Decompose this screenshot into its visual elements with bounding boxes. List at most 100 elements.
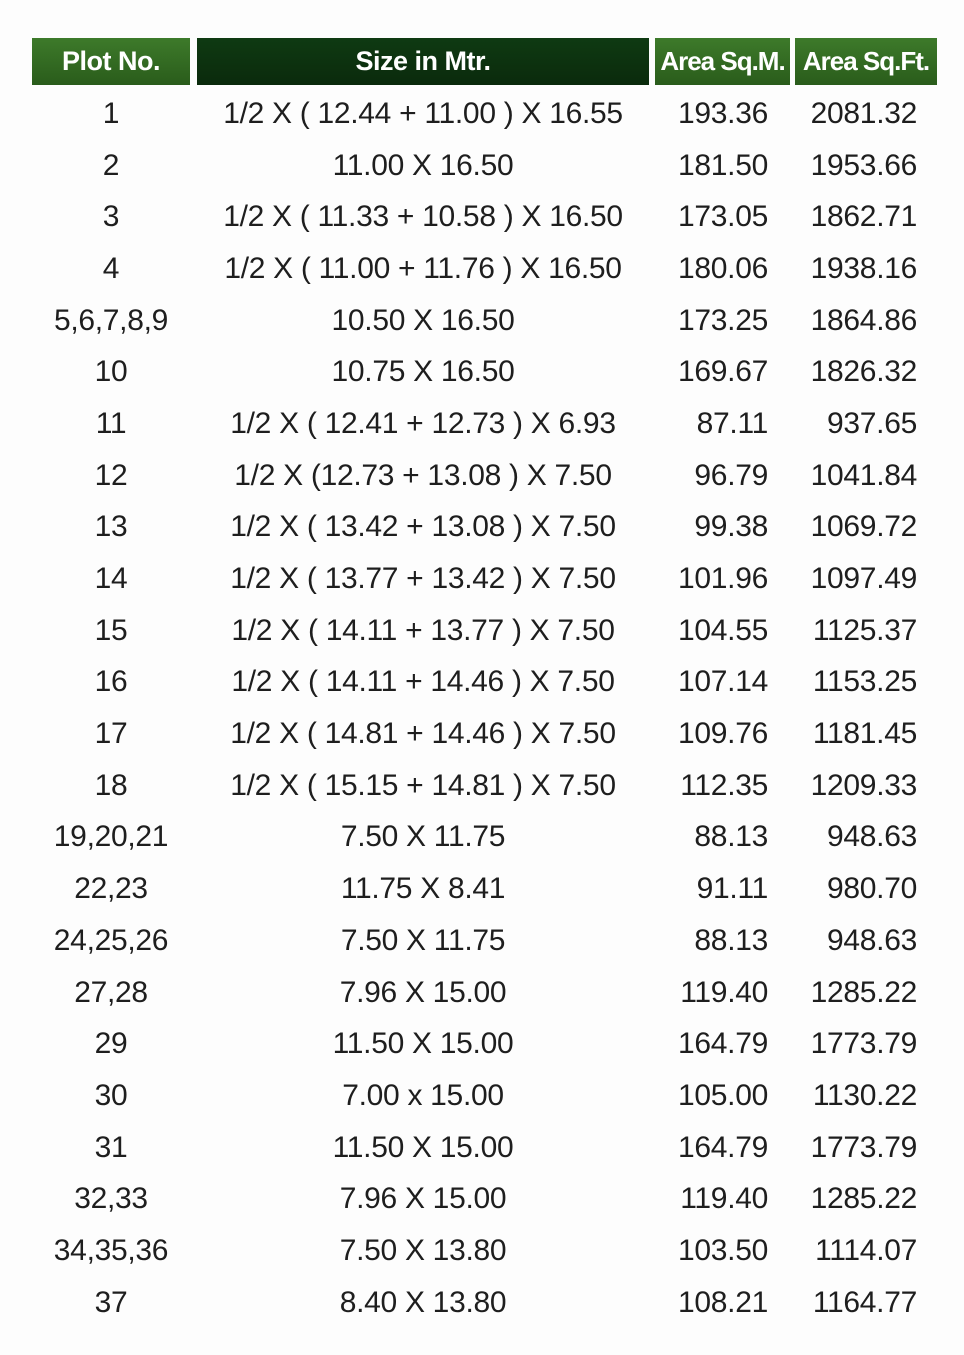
size-cell: 1/2 X ( 11.33 + 10.58 ) X 16.50 [223, 200, 623, 234]
plot-number-cell: 11 [95, 406, 127, 440]
table-row: 16 1/2 X ( 14.11 + 14.46 ) X 7.50 107.14 11… [0, 657, 964, 709]
area-sqft-cell: 1153.25 [812, 665, 917, 699]
table-row: 18 1/2 X ( 15.15 + 14.81 ) X 7.50 112.35 12… [0, 760, 964, 812]
area-sqm-cell: 99.38 [694, 510, 768, 544]
header-area-sqm: Area Sq.M. [655, 38, 790, 85]
area-sqft-cell: 2081.32 [810, 96, 918, 130]
area-sqm-cell: 119.40 [680, 975, 768, 1009]
size-cell: 1/2 X ( 14.11 + 14.46 ) X 7.50 [231, 665, 615, 699]
table-row: 4 1/2 X ( 11.00 + 11.76 ) X 16.50 180.06 19… [0, 243, 964, 295]
size-cell: 11.50 X 15.00 [332, 1130, 514, 1164]
table-row: 2 11.00 X 16.50 181.50 1953.66 [0, 140, 964, 192]
table-row: 27,28 7.96 X 15.00 119.40 1285.22 [0, 967, 964, 1019]
size-cell: 10.50 X 16.50 [331, 303, 515, 337]
area-sqm-cell: 164.79 [678, 1130, 768, 1164]
area-sqm-cell: 193.36 [678, 96, 768, 130]
plot-number-cell: 37 [94, 1285, 128, 1319]
area-sqft-cell: 1864.86 [810, 303, 918, 337]
size-cell: 1/2 X ( 12.41 + 12.73 ) X 6.93 [230, 406, 616, 440]
table-row: 15 1/2 X ( 14.11 + 13.77 ) X 7.50 104.55 11… [0, 605, 964, 657]
size-cell: 10.75 X 16.50 [331, 355, 515, 389]
plot-number-cell: 17 [94, 717, 128, 751]
plot-number-cell: 34,35,36 [53, 1233, 169, 1267]
table-row: 34,35,36 7.50 X 13.80 103.50 1114.07 [0, 1225, 964, 1277]
size-cell: 1/2 X ( 13.77 + 13.42 ) X 7.50 [230, 562, 616, 596]
plot-number-cell: 29 [94, 1027, 128, 1061]
plot-number-cell: 16 [94, 665, 128, 699]
area-sqft-cell: 1938.16 [810, 251, 918, 285]
table-row: 31 11.50 X 15.00 164.79 1773.79 [0, 1122, 964, 1174]
area-sqft-cell: 1069.72 [810, 510, 918, 544]
plot-number-cell: 14 [94, 562, 128, 596]
area-sqm-cell: 181.50 [678, 148, 768, 182]
size-cell: 1/2 X ( 14.81 + 14.46 ) X 7.50 [230, 717, 616, 751]
size-cell: 7.00 x 15.00 [342, 1078, 504, 1112]
area-sqm-cell: 119.40 [680, 1182, 768, 1216]
area-sqft-cell: 1097.49 [810, 562, 918, 596]
area-sqm-cell: 112.35 [680, 768, 768, 802]
table-row: 10 10.75 X 16.50 169.67 1826.32 [0, 346, 964, 398]
area-sqm-cell: 180.06 [678, 251, 768, 285]
area-sqm-cell: 91.11 [696, 872, 769, 906]
area-sqm-cell: 87.11 [696, 406, 769, 440]
area-sqm-cell: 169.67 [678, 355, 768, 389]
plot-number-cell: 30 [94, 1078, 128, 1112]
area-sqft-cell: 1862.71 [810, 200, 918, 234]
plot-number-cell: 5,6,7,8,9 [53, 303, 169, 337]
size-cell: 11.00 X 16.50 [332, 148, 514, 182]
header-size-in-mtr: Size in Mtr. [197, 38, 649, 85]
area-sqm-cell: 103.50 [678, 1233, 768, 1267]
size-cell: 8.40 X 13.80 [339, 1285, 507, 1319]
table-header: Plot No. Size in Mtr. Area Sq.M. Area Sq… [0, 38, 964, 85]
size-cell: 1/2 X ( 13.42 + 13.08 ) X 7.50 [230, 510, 616, 544]
area-sqft-cell: 1130.22 [812, 1078, 917, 1112]
table-row: 14 1/2 X ( 13.77 + 13.42 ) X 7.50 101.96 10… [0, 553, 964, 605]
table-row: 37 8.40 X 13.80 108.21 1164.77 [0, 1277, 964, 1329]
size-cell: 1/2 X (12.73 + 13.08 ) X 7.50 [234, 458, 612, 492]
plot-number-cell: 3 [102, 200, 120, 234]
size-cell: 7.96 X 15.00 [339, 975, 507, 1009]
size-cell: 1/2 X ( 14.11 + 13.77 ) X 7.50 [231, 613, 615, 647]
area-sqm-cell: 101.96 [678, 562, 768, 596]
area-sqft-cell: 1125.37 [812, 613, 917, 647]
area-sqft-cell: 1164.77 [812, 1285, 917, 1319]
area-sqft-cell: 980.70 [827, 872, 917, 906]
table-row: 17 1/2 X ( 14.81 + 14.46 ) X 7.50 109.76 11… [0, 708, 964, 760]
area-sqft-cell: 948.63 [827, 820, 917, 854]
table-row: 24,25,26 7.50 X 11.75 88.13 948.63 [0, 915, 964, 967]
size-cell: 7.96 X 15.00 [339, 1182, 507, 1216]
plot-number-cell: 27,28 [74, 975, 148, 1009]
plot-number-cell: 13 [94, 510, 128, 544]
area-sqm-cell: 173.25 [678, 303, 768, 337]
size-cell: 11.50 X 15.00 [332, 1027, 514, 1061]
area-sqft-cell: 1285.22 [810, 975, 918, 1009]
table-body: 1 1/2 X ( 12.44 + 11.00 ) X 16.55 193.36 20… [0, 88, 964, 1329]
table-row: 30 7.00 x 15.00 105.00 1130.22 [0, 1070, 964, 1122]
plot-number-cell: 32,33 [74, 1182, 148, 1216]
plot-number-cell: 22,23 [74, 872, 148, 906]
plot-number-cell: 4 [102, 251, 120, 285]
plot-number-cell: 10 [94, 355, 128, 389]
size-cell: 11.75 X 8.41 [340, 872, 506, 906]
table-row: 19,20,21 7.50 X 11.75 88.13 948.63 [0, 812, 964, 864]
area-sqm-cell: 108.21 [678, 1285, 768, 1319]
area-sqft-cell: 1773.79 [810, 1027, 918, 1061]
plot-number-cell: 15 [94, 613, 128, 647]
area-sqm-cell: 164.79 [678, 1027, 768, 1061]
table-row: 1 1/2 X ( 12.44 + 11.00 ) X 16.55 193.36 20… [0, 88, 964, 140]
table-row: 12 1/2 X (12.73 + 13.08 ) X 7.50 96.79 1041… [0, 450, 964, 502]
area-sqm-cell: 173.05 [678, 200, 768, 234]
size-cell: 7.50 X 13.80 [339, 1233, 507, 1267]
area-sqm-cell: 109.76 [678, 717, 768, 751]
size-cell: 7.50 X 11.75 [340, 820, 506, 854]
size-cell: 1/2 X ( 11.00 + 11.76 ) X 16.50 [224, 251, 622, 285]
plot-number-cell: 24,25,26 [53, 923, 169, 957]
area-sqft-cell: 948.63 [827, 923, 917, 957]
area-sqm-cell: 107.14 [678, 665, 768, 699]
size-cell: 7.50 X 11.75 [340, 923, 506, 957]
area-sqm-cell: 88.13 [694, 820, 768, 854]
size-cell: 1/2 X ( 15.15 + 14.81 ) X 7.50 [230, 768, 616, 802]
area-sqft-cell: 1181.45 [812, 717, 917, 751]
area-sqft-cell: 1285.22 [810, 1182, 918, 1216]
area-sqft-cell: 1041.84 [810, 458, 918, 492]
